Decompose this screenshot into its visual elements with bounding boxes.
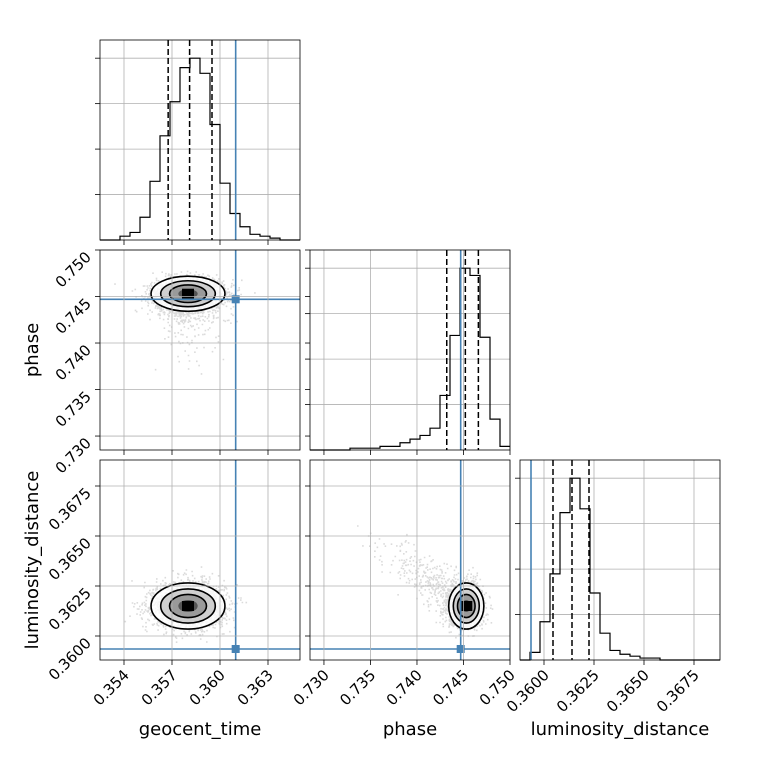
- y-tick-label-luminosity_distance: 0.3650: [45, 534, 95, 584]
- grid: [100, 249, 300, 450]
- hist-panel-phase: [305, 250, 511, 451]
- hist-bin: [420, 435, 430, 450]
- histogram-geocent_time: [100, 57, 300, 241]
- hist-panel-geocent_time: [95, 40, 300, 241]
- hist-bin: [600, 633, 610, 660]
- y-tick-label-luminosity_distance: 0.3625: [45, 584, 95, 634]
- y-tick-label-luminosity_distance: 0.3675: [45, 484, 95, 534]
- hist-bin: [480, 337, 490, 450]
- axes-frame: [99, 459, 301, 661]
- truth-marker: [231, 295, 240, 304]
- hist-panel-luminosity_distance: [515, 460, 720, 661]
- hist-bin: [200, 73, 210, 240]
- hist-bin: [400, 443, 410, 450]
- hist-bin: [450, 335, 460, 450]
- axes-frame: [309, 459, 511, 661]
- x-tick-label-phase: 0.730: [290, 666, 333, 709]
- y-axis-label-phase: phase: [22, 323, 43, 377]
- y-tick-label-phase: 0.750: [52, 248, 95, 291]
- hist-bin: [150, 181, 160, 240]
- panel-geocent_time-phase: [100, 250, 300, 450]
- density-peak: [182, 601, 194, 611]
- panel-geocent_time-luminosity_distance: [100, 460, 300, 660]
- hist-bin: [590, 593, 600, 660]
- x-tick-label-phase: 0.745: [429, 666, 472, 709]
- panel-phase-luminosity_distance: [310, 460, 510, 660]
- hist-bin: [130, 232, 140, 240]
- grid: [310, 460, 511, 660]
- truth-marker: [231, 645, 240, 653]
- y-tick-label-phase: 0.735: [52, 388, 95, 431]
- hist-bin: [550, 574, 560, 660]
- hist-bin: [620, 654, 630, 660]
- x-tick-label-geocent_time: 0.354: [90, 666, 133, 709]
- truth-marker: [456, 645, 465, 653]
- hist-bin: [140, 217, 150, 240]
- hist-bin: [560, 513, 570, 660]
- axes-frame: [309, 249, 511, 451]
- axes-frame: [519, 459, 721, 661]
- y-tick-label-phase: 0.740: [52, 341, 95, 384]
- y-axis-label-luminosity_distance: luminosity_distance: [22, 471, 43, 650]
- hist-bin: [250, 234, 260, 240]
- x-tick-label-geocent_time: 0.363: [234, 666, 277, 709]
- x-tick-label-luminosity_distance: 0.3625: [553, 666, 603, 716]
- hist-bin: [440, 395, 450, 450]
- hist-bin: [410, 439, 420, 450]
- axes-frame: [99, 39, 301, 241]
- x-axis-label-geocent_time: geocent_time: [139, 719, 262, 740]
- y-tick-label-phase: 0.730: [52, 434, 95, 477]
- hist-bin: [580, 509, 590, 660]
- x-axis-label-luminosity_distance: luminosity_distance: [531, 719, 710, 740]
- x-tick-label-phase: 0.735: [336, 666, 379, 709]
- hist-bin: [430, 428, 440, 450]
- density-peak: [460, 601, 473, 611]
- x-axis-label-phase: phase: [383, 719, 437, 740]
- x-tick-label-geocent_time: 0.357: [138, 666, 181, 709]
- axes-frame: [99, 249, 301, 451]
- x-tick-label-phase: 0.740: [383, 666, 426, 709]
- hist-bin: [180, 68, 190, 240]
- hist-bin: [220, 183, 230, 240]
- x-tick-label-luminosity_distance: 0.3650: [603, 666, 653, 716]
- hist-bin: [490, 419, 500, 450]
- x-tick-label-luminosity_distance: 0.3675: [653, 666, 703, 716]
- y-tick-label-phase: 0.745: [52, 295, 95, 338]
- grid: [100, 460, 300, 660]
- histogram-phase: [310, 267, 510, 451]
- hist-bin: [170, 102, 180, 240]
- y-tick-label-luminosity_distance: 0.3600: [45, 634, 95, 684]
- hist-bin: [610, 650, 620, 660]
- hist-bin: [540, 622, 550, 660]
- x-tick-label-geocent_time: 0.360: [186, 666, 229, 709]
- density-peak: [182, 288, 194, 299]
- hist-bin: [240, 227, 250, 240]
